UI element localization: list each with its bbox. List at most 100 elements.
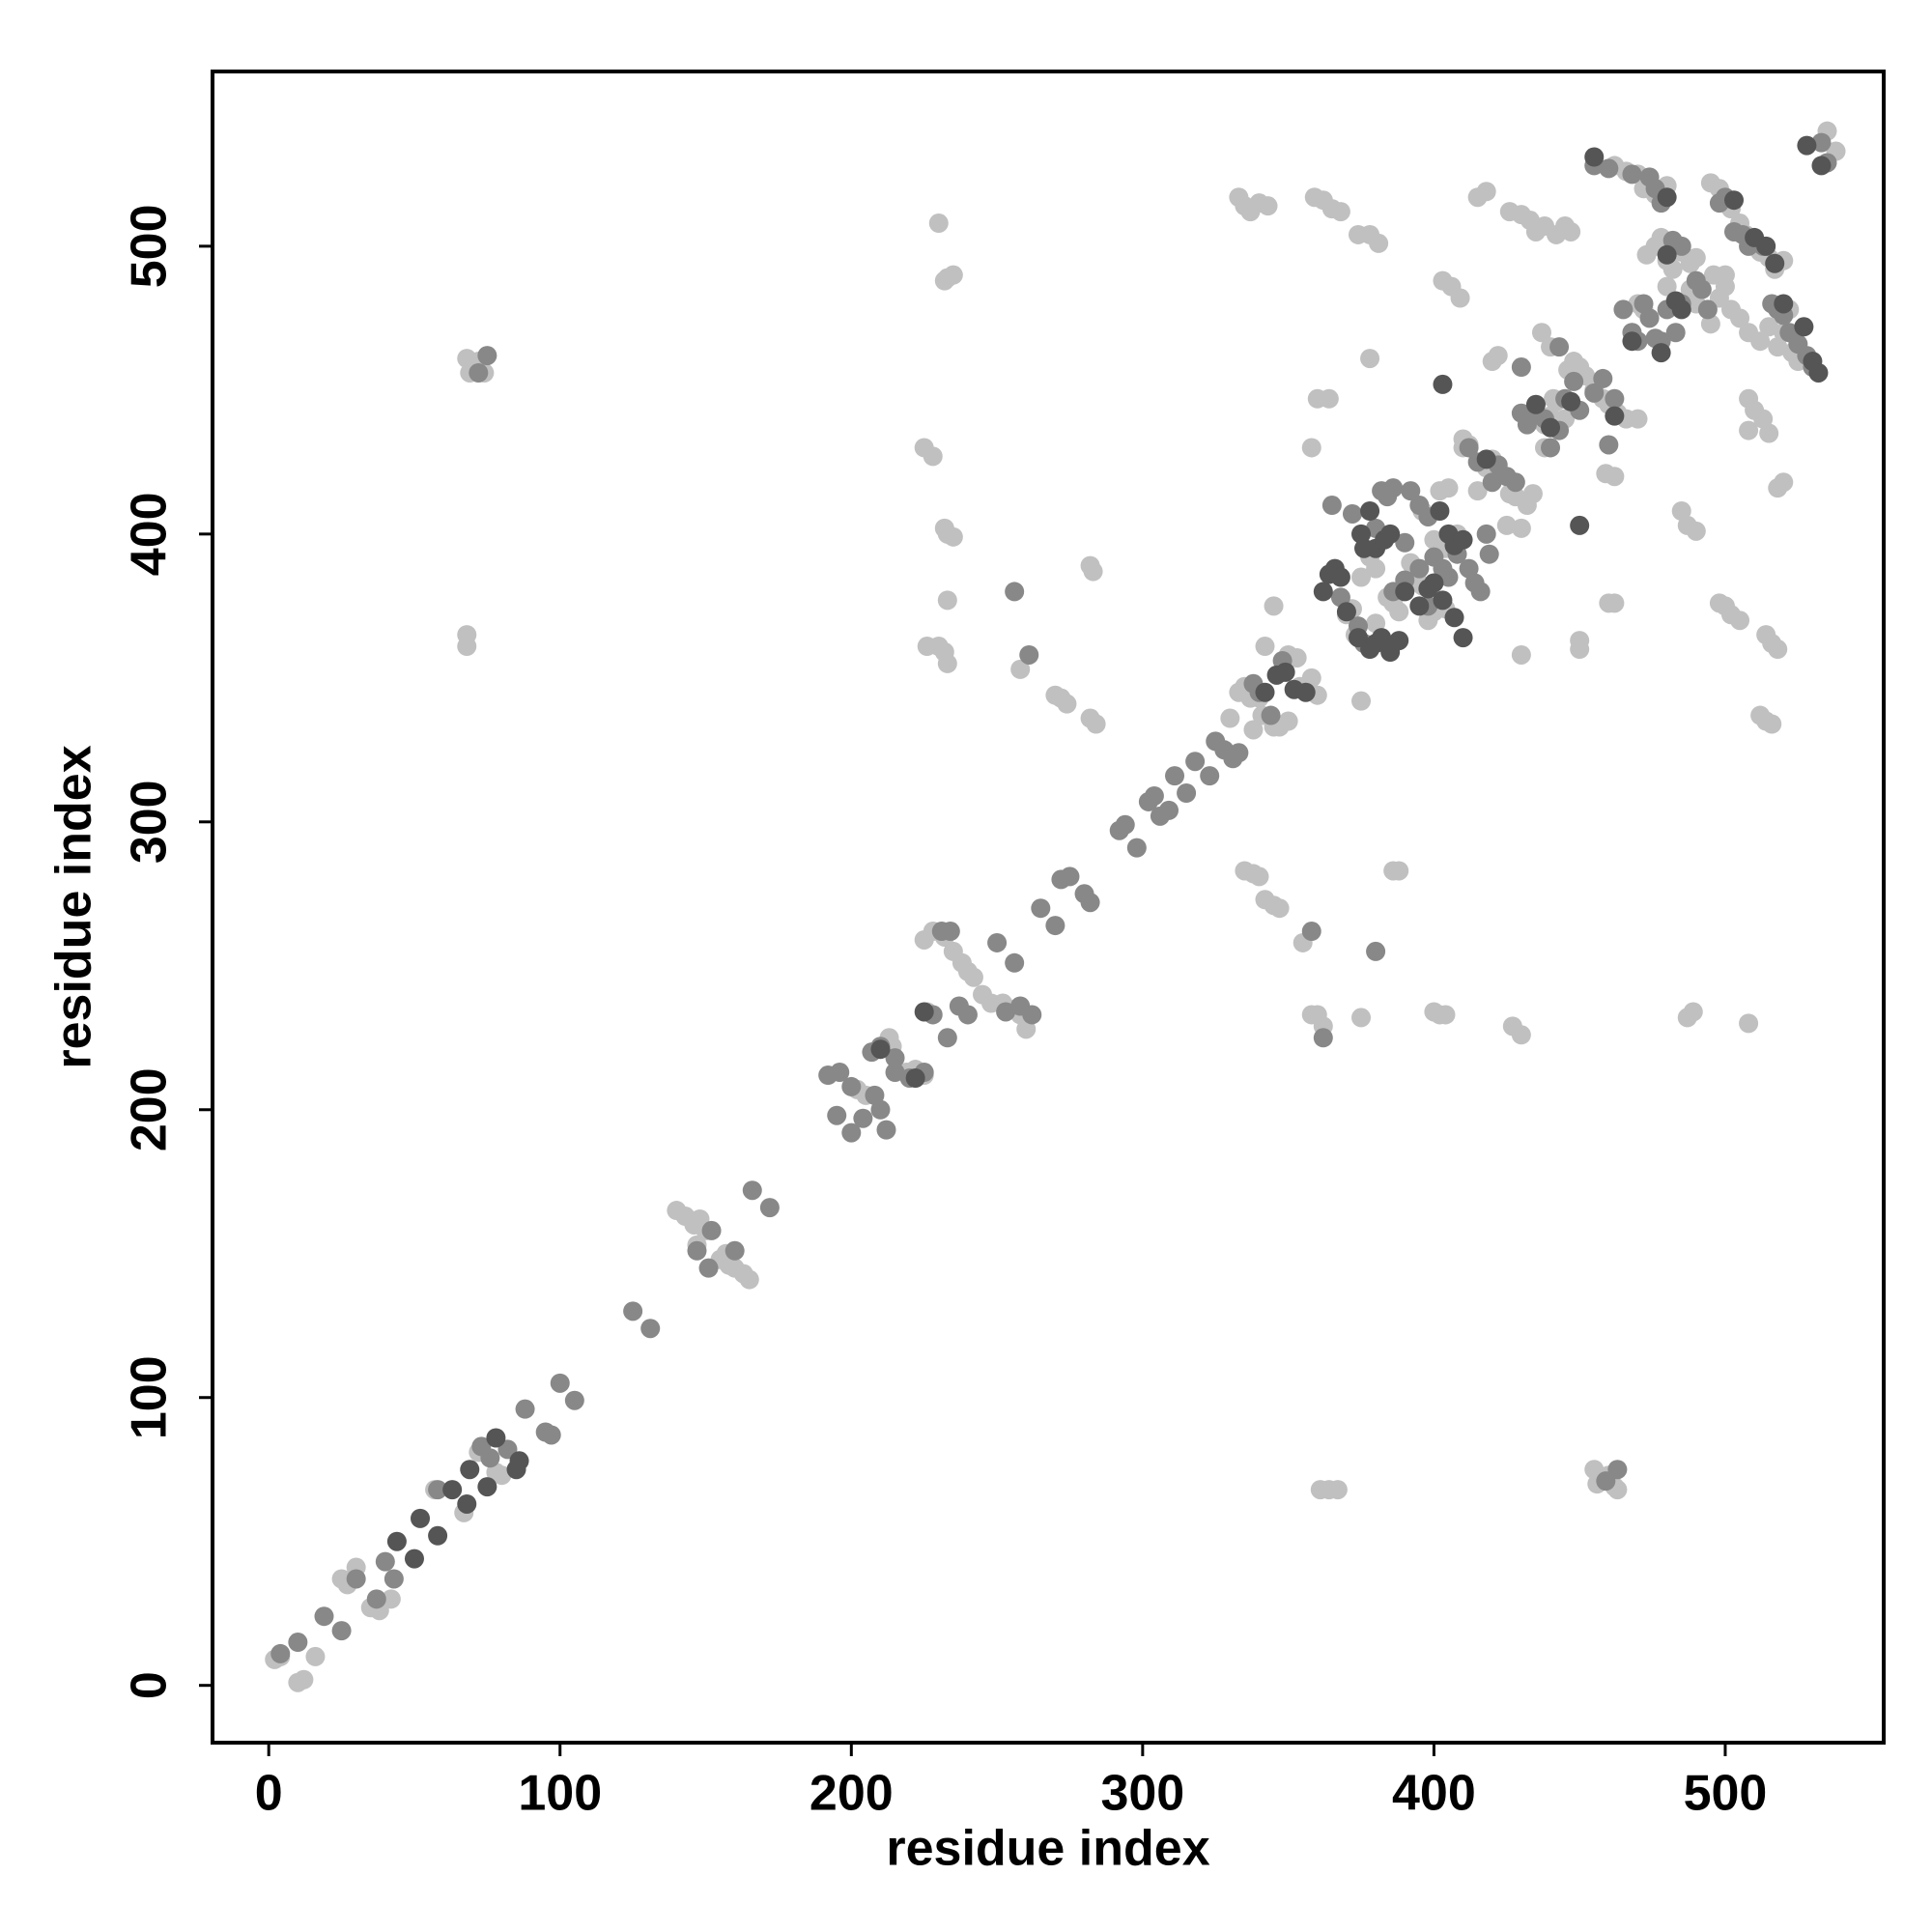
- point: [1453, 628, 1473, 648]
- y-tick-label: 500: [122, 204, 178, 288]
- point: [1080, 893, 1100, 913]
- point: [1724, 190, 1745, 211]
- point: [550, 1373, 570, 1393]
- point: [1264, 596, 1284, 616]
- point: [885, 1048, 905, 1068]
- point: [1336, 602, 1356, 622]
- point: [1759, 317, 1779, 337]
- point: [1255, 637, 1275, 657]
- point: [1686, 521, 1706, 541]
- point: [1351, 524, 1372, 544]
- point: [1383, 478, 1404, 498]
- point: [1321, 496, 1342, 516]
- point: [853, 1108, 873, 1128]
- y-tick-label: 200: [122, 1067, 178, 1151]
- point: [477, 346, 497, 366]
- point: [943, 265, 963, 285]
- point: [428, 1525, 448, 1546]
- point: [381, 1589, 401, 1609]
- point: [1599, 158, 1619, 179]
- point: [1511, 644, 1531, 665]
- point: [870, 1039, 891, 1060]
- point: [1005, 582, 1025, 602]
- point: [1010, 659, 1031, 679]
- point: [1683, 1002, 1703, 1022]
- point: [739, 1269, 759, 1290]
- point: [1444, 608, 1464, 628]
- point: [1496, 515, 1517, 535]
- point: [1389, 602, 1409, 622]
- point: [1765, 253, 1785, 273]
- point: [943, 526, 963, 547]
- point: [1185, 752, 1206, 772]
- point: [1700, 314, 1720, 334]
- point: [937, 653, 957, 673]
- point: [1808, 362, 1829, 383]
- point: [1596, 1471, 1616, 1492]
- point: [1249, 867, 1269, 887]
- point: [1561, 221, 1581, 242]
- point: [1351, 691, 1372, 711]
- point: [1750, 331, 1771, 352]
- point: [1541, 417, 1561, 438]
- point: [1522, 484, 1543, 504]
- point: [1433, 374, 1453, 394]
- point: [1488, 346, 1508, 366]
- point: [1459, 438, 1479, 458]
- point: [1541, 438, 1561, 458]
- point: [294, 1669, 314, 1690]
- point: [1278, 711, 1298, 731]
- point: [1467, 481, 1488, 501]
- point: [1651, 343, 1671, 363]
- point: [996, 1002, 1016, 1022]
- point: [1010, 996, 1031, 1016]
- point: [1697, 299, 1718, 320]
- point: [1811, 132, 1832, 153]
- point: [1045, 916, 1065, 936]
- point: [288, 1633, 308, 1653]
- point: [1768, 639, 1788, 660]
- point: [492, 1465, 512, 1486]
- point: [411, 1508, 431, 1528]
- point: [480, 1448, 500, 1468]
- point: [1327, 1480, 1348, 1500]
- y-tick-label: 400: [122, 492, 178, 576]
- point: [564, 1390, 584, 1410]
- point: [1060, 867, 1080, 887]
- point: [1433, 590, 1453, 611]
- point: [1360, 349, 1380, 369]
- point: [937, 590, 957, 611]
- point: [937, 1028, 957, 1048]
- point: [1258, 196, 1278, 216]
- point: [928, 213, 949, 234]
- point: [759, 1198, 780, 1218]
- point: [346, 1569, 366, 1589]
- point: [1622, 331, 1642, 352]
- point: [1657, 276, 1677, 297]
- point: [1330, 567, 1350, 587]
- point: [1057, 694, 1077, 714]
- point: [1657, 187, 1677, 208]
- point: [987, 932, 1008, 952]
- point: [623, 1301, 643, 1321]
- point: [1351, 1008, 1372, 1028]
- point: [305, 1646, 326, 1666]
- point: [1605, 467, 1625, 487]
- y-tick-label: 100: [122, 1355, 178, 1439]
- point: [742, 1180, 762, 1201]
- y-axis-label: residue index: [46, 745, 102, 1068]
- point: [1086, 714, 1106, 734]
- point: [1525, 394, 1546, 414]
- point: [1511, 1025, 1531, 1045]
- point: [827, 1105, 847, 1125]
- x-axis-label: residue index: [886, 1821, 1209, 1877]
- point: [1200, 766, 1220, 786]
- point: [1797, 135, 1817, 156]
- point: [457, 1493, 477, 1514]
- point: [1450, 288, 1470, 308]
- point: [1691, 279, 1712, 299]
- point: [1593, 368, 1613, 388]
- point: [1177, 783, 1197, 804]
- point: [940, 922, 960, 942]
